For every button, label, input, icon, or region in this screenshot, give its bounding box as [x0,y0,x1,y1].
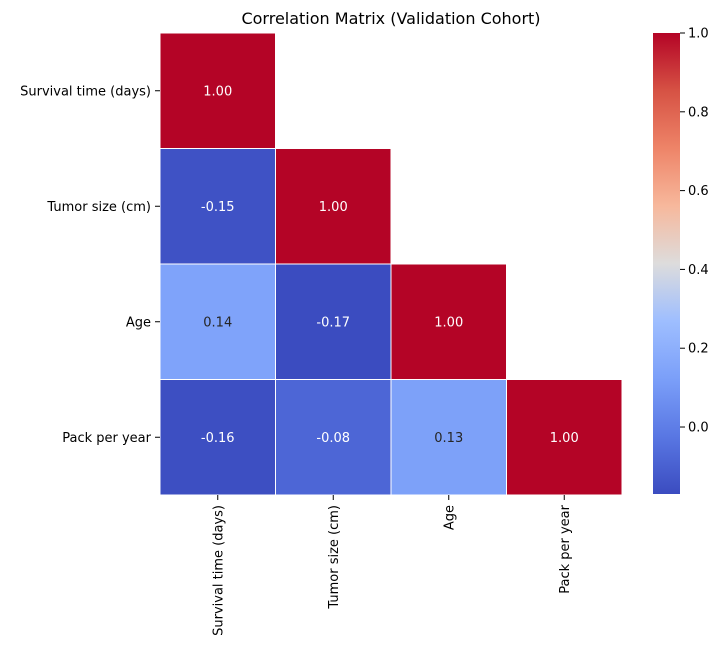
heatmap-cell [390,263,507,380]
x-tick-label: Tumor size (cm) [327,505,342,610]
y-tick-label: Pack per year [62,431,151,446]
cell-value-label: -0.16 [201,431,235,446]
y-tick-label: Age [126,315,151,330]
x-tick-label: Survival time (days) [211,505,226,636]
y-tick-label: Tumor size (cm) [46,200,151,215]
cell-value-label: 1.00 [203,84,232,99]
heatmap-cell [275,263,392,380]
colorbar-gradient [653,33,680,494]
cell-value-label: 1.00 [550,431,579,446]
y-axis-ticks: Survival time (days) Tumor size (cm) Age Pa… [20,84,160,446]
x-tick-label: Age [442,505,457,530]
x-tick-label: Pack per year [558,504,573,593]
cell-value-label: 0.13 [434,431,463,446]
colorbar-tick-label: 0.4 [688,263,709,278]
colorbar-ticks: 0.0 0.2 0.4 0.6 0.8 1.0 [680,27,709,436]
y-tick-label: Survival time (days) [20,84,151,99]
colorbar-tick-label: 1.0 [688,27,709,42]
cell-value-label: -0.17 [316,315,350,330]
x-axis-ticks: Survival time (days) Tumor size (cm) Age Pa… [211,495,573,636]
heatmap-cell [275,148,392,265]
heatmap-cell [159,263,276,380]
colorbar-tick-label: 0.8 [688,105,709,120]
cell-value-label: -0.15 [201,200,235,215]
cell-value-label: -0.08 [316,431,350,446]
heatmap-cell [159,148,276,265]
colorbar-tick-label: 0.2 [688,342,709,357]
colorbar: 0.0 0.2 0.4 0.6 0.8 1.0 [653,27,709,494]
colorbar-tick-label: 0.6 [688,184,709,199]
chart-title: Correlation Matrix (Validation Cohort) [241,9,540,28]
heatmap-cell [275,379,392,496]
cell-value-label: 1.00 [434,315,463,330]
cell-value-label: 1.00 [319,200,348,215]
cell-value-label: 0.14 [203,315,232,330]
heatmap-cell [159,32,276,149]
heatmap-cells: 1.00 -0.15 1.00 0.14 -0.17 1.00 -0.16 -0.08 0.13… [159,32,623,496]
colorbar-tick-label: 0.0 [688,421,709,436]
heatmap-cell [506,379,623,496]
